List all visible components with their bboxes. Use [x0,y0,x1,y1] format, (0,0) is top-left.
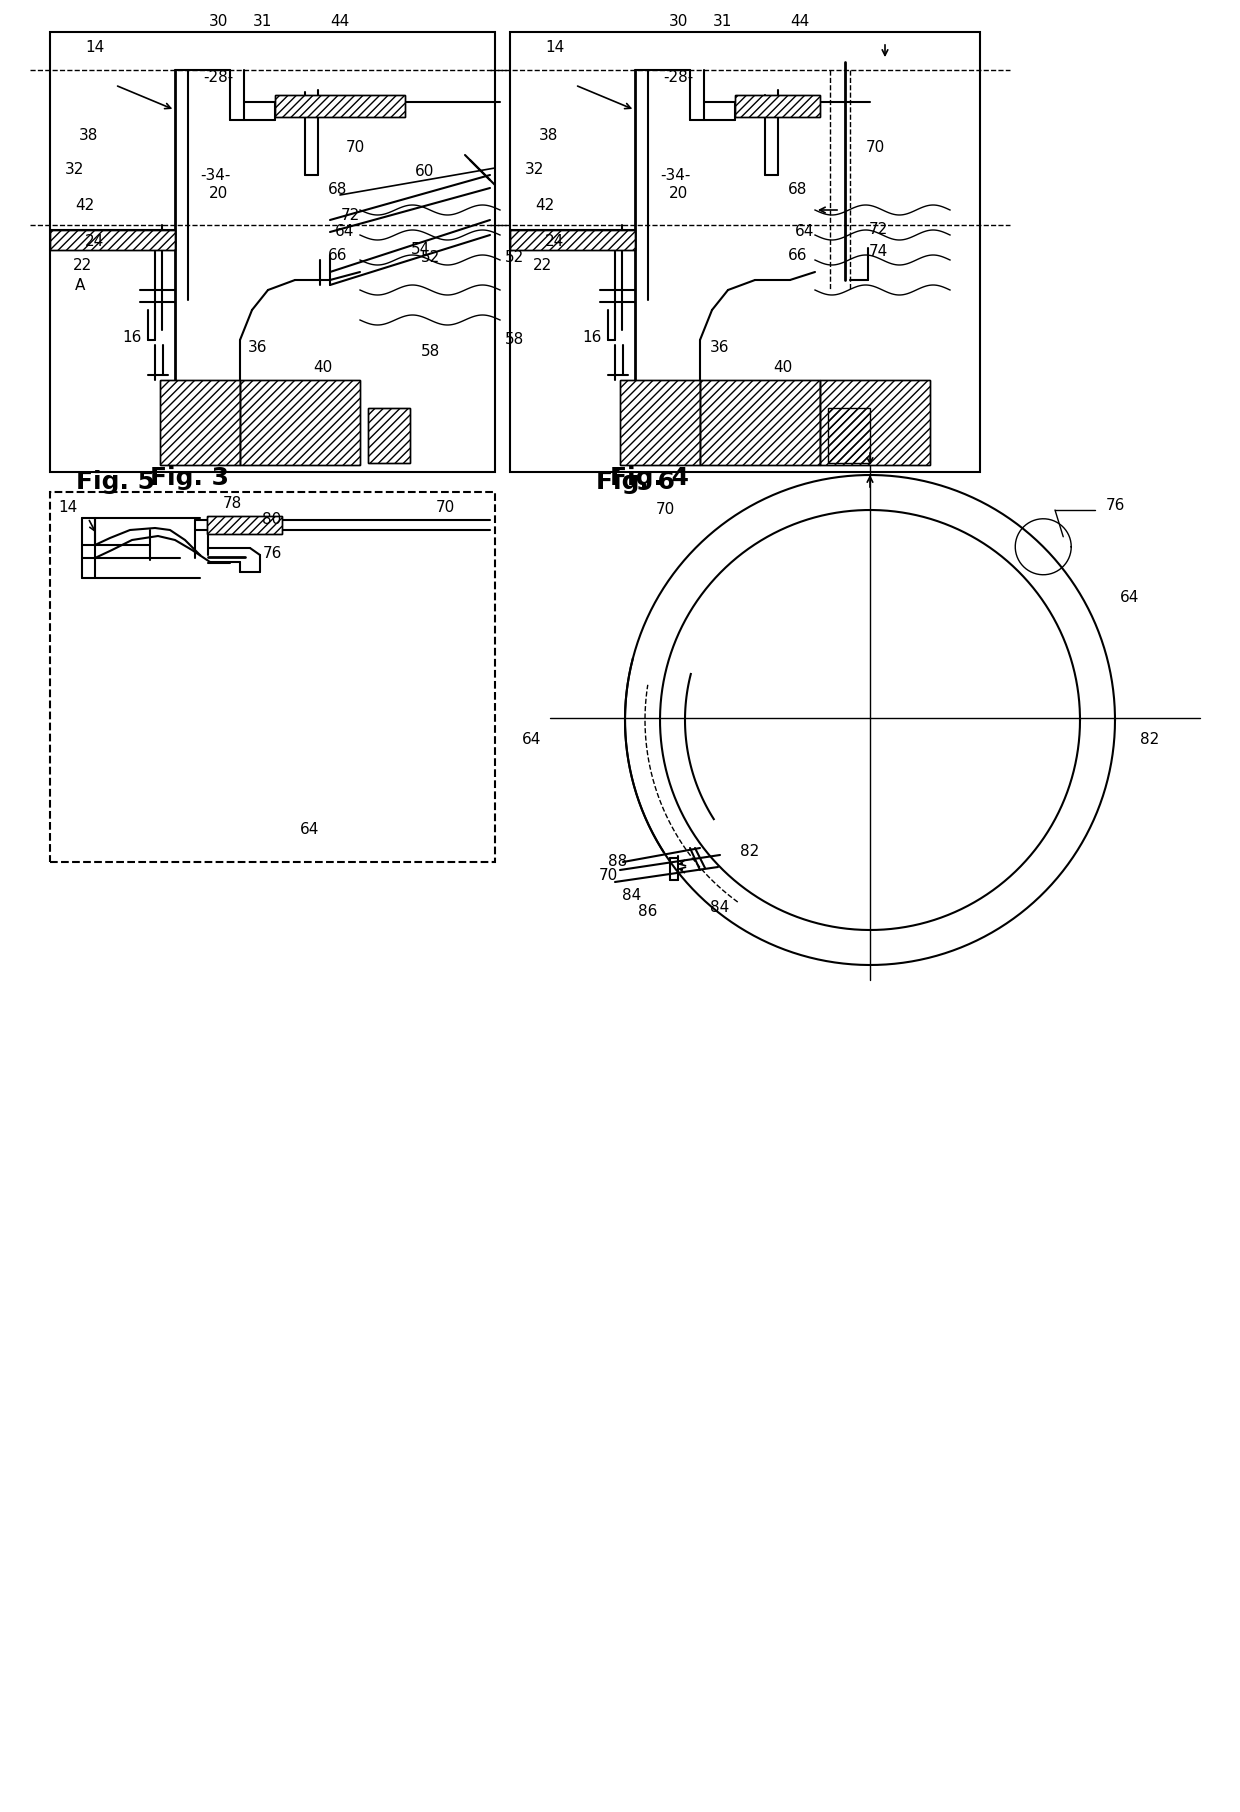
Text: 70: 70 [866,141,884,156]
Text: 78: 78 [222,496,242,511]
Text: 44: 44 [330,14,350,29]
Bar [50,230,175,250]
Text: 16: 16 [123,330,141,346]
Text: -28-: -28- [663,71,693,85]
Text: 64: 64 [522,732,542,748]
Text: 16: 16 [583,330,601,346]
Text: -34-: -34- [200,167,231,183]
Text: 20: 20 [208,185,228,201]
Text: 32: 32 [526,163,544,178]
Text: 70: 70 [435,500,455,515]
Text: 84: 84 [622,888,641,904]
Bar [50,493,495,863]
Text: 31: 31 [252,14,272,29]
Text: 64: 64 [1120,591,1140,605]
Text: 68: 68 [329,183,347,198]
Text: 76: 76 [263,547,281,562]
Text: 36: 36 [711,341,730,355]
Text: 58: 58 [420,344,440,359]
Text: 42: 42 [76,198,94,212]
Text: 88: 88 [609,855,627,870]
Text: 42: 42 [536,198,554,212]
Text: 14: 14 [546,40,564,54]
Text: 76: 76 [1105,498,1125,513]
Bar [620,381,701,466]
Bar [50,230,175,250]
Text: 68: 68 [789,183,807,198]
Bar [820,381,930,466]
Text: 38: 38 [538,127,558,143]
Text: -34-: -34- [660,167,691,183]
Text: 52: 52 [420,250,440,266]
Bar [207,516,281,535]
Text: 66: 66 [329,248,347,263]
Text: 74: 74 [868,245,888,259]
Bar [828,408,870,464]
Bar [828,408,870,464]
Text: 72: 72 [340,208,360,223]
Text: 30: 30 [668,14,688,29]
Bar [620,381,701,466]
Text: -28-: -28- [203,71,233,85]
Text: 72: 72 [868,223,888,237]
Text: 22: 22 [532,257,552,272]
Text: 54: 54 [410,243,429,257]
Text: 86: 86 [639,904,657,919]
Bar [241,381,360,466]
Bar [735,94,820,118]
Text: 84: 84 [711,901,729,915]
Bar [701,381,820,466]
Text: 40: 40 [774,361,792,375]
Text: A: A [74,277,86,292]
Text: 82: 82 [740,844,760,859]
Bar [368,408,410,464]
Bar [510,230,635,250]
Bar [160,381,241,466]
Text: 60: 60 [415,165,435,179]
Bar [510,33,980,471]
Text: 64: 64 [300,823,320,837]
Text: 40: 40 [314,361,332,375]
Text: Fig. 3: Fig. 3 [150,466,229,489]
Text: 32: 32 [66,163,84,178]
Text: 70: 70 [656,502,675,518]
Bar [735,94,820,118]
Text: 24: 24 [546,234,564,250]
Text: Fig. 5: Fig. 5 [76,469,155,495]
Text: 64: 64 [335,225,355,239]
Bar [820,381,930,466]
Bar [241,381,360,466]
Bar [275,94,405,118]
Bar [368,408,410,464]
Text: 30: 30 [208,14,228,29]
Text: 14: 14 [58,500,78,515]
Bar [160,381,241,466]
Text: 80: 80 [263,513,281,527]
Text: 31: 31 [712,14,732,29]
Text: 36: 36 [248,341,268,355]
Text: 58: 58 [506,332,525,348]
Bar [701,381,820,466]
Text: 44: 44 [790,14,810,29]
Text: 64: 64 [795,225,815,239]
Text: 52: 52 [506,250,525,266]
Text: 70: 70 [599,868,618,884]
Text: 82: 82 [1141,732,1159,748]
Bar [275,94,405,118]
Bar [510,230,635,250]
Text: 20: 20 [668,185,688,201]
Text: 38: 38 [78,127,98,143]
Bar [207,516,281,535]
Text: 14: 14 [86,40,104,54]
Text: 66: 66 [789,248,807,263]
Text: Fig. 4: Fig. 4 [610,466,689,489]
Bar [50,33,495,471]
Text: Fig. 6: Fig. 6 [595,469,675,495]
Text: 70: 70 [346,141,365,156]
Text: 22: 22 [72,257,92,272]
Text: 24: 24 [86,234,104,250]
